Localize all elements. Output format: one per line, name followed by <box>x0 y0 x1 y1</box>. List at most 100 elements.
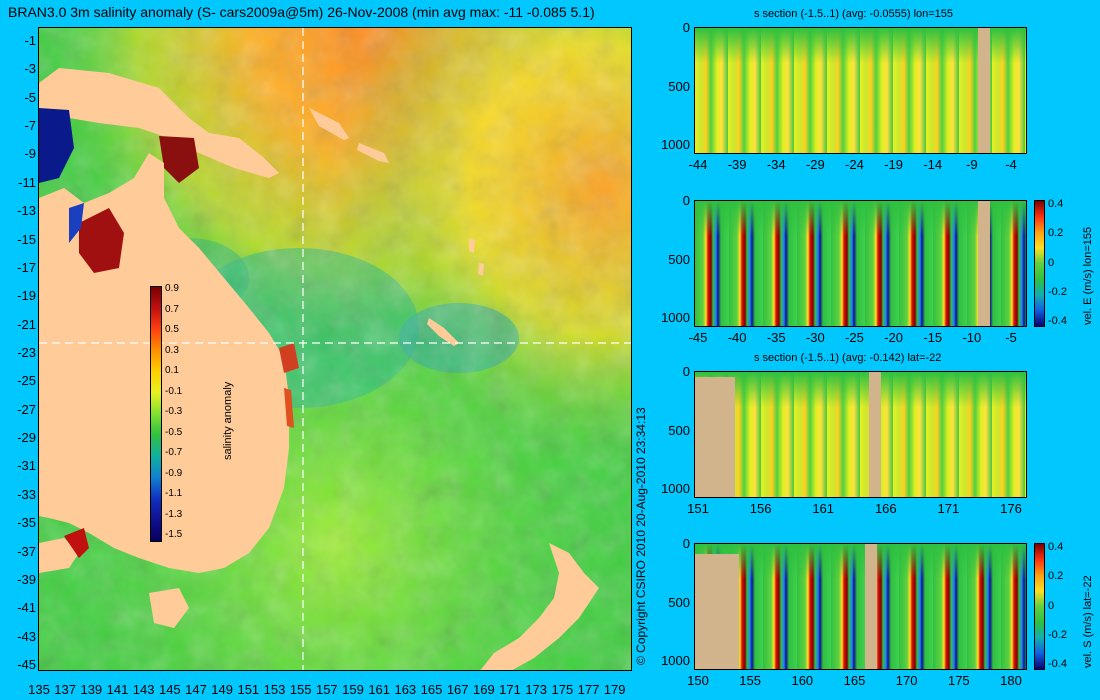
section-x-tick: -15 <box>923 330 943 345</box>
lat-tick-label: -3 <box>24 61 36 77</box>
lon-tick-label: 147 <box>185 682 207 697</box>
lat-tick-label: -41 <box>17 600 36 616</box>
section-x-tick: -14 <box>923 157 943 172</box>
section-surface-band <box>695 372 1026 407</box>
section-land-bar <box>869 372 881 497</box>
lon-tick-label: 165 <box>420 682 443 697</box>
section-panel[interactable] <box>694 371 1027 498</box>
lat-tick-label: -29 <box>17 430 36 446</box>
map-colorbar-tick: -0.1 <box>165 385 183 397</box>
lat-tick-label: -39 <box>17 571 36 587</box>
lat-tick-label: -5 <box>24 89 36 105</box>
section-x-tick: 161 <box>812 501 835 516</box>
section-x-tick: 155 <box>739 673 761 688</box>
lat-tick-label: -33 <box>17 486 36 502</box>
lon-tick-label: 151 <box>237 682 260 697</box>
section-colorbar-tick: -0.4 <box>1048 315 1067 327</box>
section-y-tick: 500 <box>668 78 690 94</box>
section-x-tick: -25 <box>845 330 864 345</box>
section-x-tick: -5 <box>1005 330 1017 345</box>
section-y-tick: 500 <box>668 594 690 610</box>
section-x-tick: -9 <box>966 157 978 172</box>
section-x-tick: -40 <box>727 330 747 345</box>
section-x-tick: 175 <box>947 673 970 688</box>
section-y-tick: 0 <box>682 20 690 35</box>
lon-tick-label: 145 <box>158 682 181 697</box>
section-x-tick: -30 <box>805 330 825 345</box>
lon-tick-label: 161 <box>368 682 391 697</box>
section-panel[interactable] <box>694 27 1027 154</box>
section-colorbar-tick: -0.2 <box>1048 628 1067 641</box>
section-x-tick: 156 <box>749 501 772 516</box>
section-y-tick: 0 <box>682 193 690 208</box>
map-colorbar-tick: -0.5 <box>165 426 183 438</box>
section-panel[interactable] <box>694 543 1027 670</box>
section-x-tick: -20 <box>884 330 904 345</box>
map-colorbar-tick: -0.3 <box>165 406 183 417</box>
section-land-bar <box>865 544 877 669</box>
lon-tick-label: 149 <box>211 682 233 697</box>
section-x-tick: -35 <box>766 330 786 345</box>
lat-tick-label: -23 <box>17 345 36 360</box>
section-x-tick: -4 <box>1005 157 1017 172</box>
section-colorbar-tick: 0 <box>1048 599 1055 612</box>
section-y-tick: 0 <box>682 364 690 379</box>
lat-tick-label: -35 <box>17 515 36 531</box>
section-x-tick: 176 <box>1000 501 1022 516</box>
lat-tick-label: -19 <box>17 288 36 304</box>
lon-tick-label: 155 <box>289 682 312 697</box>
section-land-mask <box>695 554 739 669</box>
section-surface-band <box>695 201 1026 236</box>
map-colorbar-tick: 0.7 <box>165 303 179 315</box>
section-y-tick: 1000 <box>661 653 690 668</box>
section-title: s section (-1.5..1) (avg: -0.142) lat=-2… <box>754 352 942 364</box>
section-side-label: vel. S (m/s) lat=-22 <box>1082 575 1094 668</box>
salinity-map-svg <box>39 28 631 670</box>
section-colorbar-tick: 0.4 <box>1048 198 1064 210</box>
section-x-tick: 180 <box>1000 673 1022 688</box>
section-x-tick: 160 <box>791 673 814 688</box>
section-x-tick: -24 <box>845 157 864 172</box>
lat-tick-label: -21 <box>17 316 36 332</box>
section-land-mask <box>695 377 735 497</box>
section-colorbar-tick: 0.2 <box>1048 570 1064 583</box>
section-x-tick: 166 <box>874 501 897 516</box>
section-surface-band <box>695 544 1026 579</box>
map-colorbar-tick: 0.3 <box>165 344 179 356</box>
section-y-tick: 1000 <box>661 310 690 325</box>
main-title: BRAN3.0 3m salinity anomaly (S- cars2009… <box>8 4 595 20</box>
map-colorbar-label: salinity anomaly <box>222 381 234 460</box>
section-x-tick: -19 <box>884 157 904 172</box>
section-panel[interactable] <box>694 200 1027 327</box>
map-colorbar-tick: -1.3 <box>165 508 183 520</box>
lon-tick-label: 135 <box>28 682 50 697</box>
map-colorbar-tick: -0.9 <box>165 467 183 479</box>
lon-tick-label: 159 <box>342 682 364 697</box>
section-colorbar-tick: -0.4 <box>1048 658 1067 670</box>
copyright-text: © Copyright CSIRO 2010 20-Aug-2010 23:34… <box>634 407 648 665</box>
lon-tick-label: 179 <box>603 682 626 697</box>
lat-tick-label: -1 <box>24 33 36 48</box>
section-land-bar <box>978 28 990 153</box>
section-colorbar-tick: 0 <box>1048 256 1055 269</box>
map-colorbar-tick: 0.1 <box>165 365 179 376</box>
lon-tick-label: 157 <box>315 682 338 697</box>
section-colorbar-tick: -0.2 <box>1048 285 1067 298</box>
salinity-map[interactable]: 0.9 0.7 0.5 0.3 0.1 -0.1 -0.3 -0.5 -0.7 -0.9 -1.1 -… <box>38 27 632 671</box>
map-colorbar-tick: -1.1 <box>165 488 183 499</box>
lat-tick-label: -37 <box>17 543 36 559</box>
lon-tick-label: 173 <box>525 682 548 697</box>
section-y-tick: 1000 <box>661 137 690 152</box>
lon-tick-label: 167 <box>446 682 469 697</box>
lon-tick-label: 175 <box>551 682 574 697</box>
lon-tick-label: 153 <box>263 682 286 697</box>
section-title: s section (-1.5..1) (avg: -0.0555) lon=1… <box>754 8 954 20</box>
map-colorbar-tick: 0.5 <box>165 324 179 335</box>
section-x-tick: -29 <box>805 157 825 172</box>
section-x-tick: -45 <box>688 330 708 345</box>
lon-tick-label: 143 <box>132 682 155 697</box>
section-y-tick: 1000 <box>661 481 690 496</box>
section-x-tick: 150 <box>687 673 709 688</box>
section-x-tick: 165 <box>843 673 866 688</box>
lat-tick-label: -13 <box>17 203 36 219</box>
